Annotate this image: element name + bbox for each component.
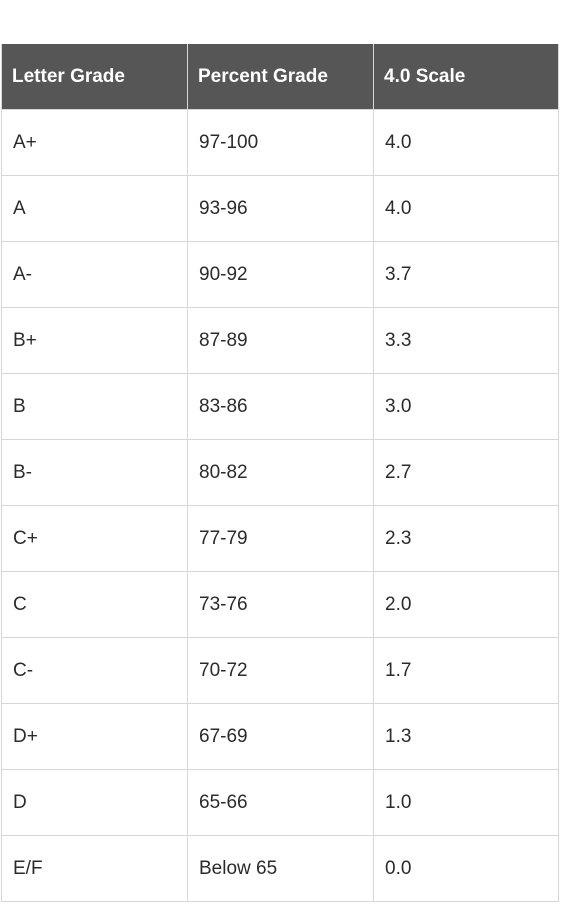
cell-scale: 0.0 xyxy=(373,835,559,902)
cell-letter: D+ xyxy=(1,703,188,770)
cell-letter: C xyxy=(1,571,188,638)
cell-percent: 67-69 xyxy=(187,703,374,770)
cell-percent: 70-72 xyxy=(187,637,374,704)
header-percent-grade: Percent Grade xyxy=(187,44,374,110)
cell-percent: Below 65 xyxy=(187,835,374,902)
cell-scale: 3.3 xyxy=(373,307,559,374)
cell-letter: C+ xyxy=(1,505,188,572)
cell-percent: 97-100 xyxy=(187,109,374,176)
cell-percent: 90-92 xyxy=(187,241,374,308)
cell-percent: 87-89 xyxy=(187,307,374,374)
header-4-scale: 4.0 Scale xyxy=(373,44,559,110)
table-row: A- 90-92 3.7 xyxy=(1,241,559,308)
table-header: Letter Grade Percent Grade 4.0 Scale xyxy=(1,44,559,110)
cell-percent: 80-82 xyxy=(187,439,374,506)
cell-percent: 83-86 xyxy=(187,373,374,440)
cell-scale: 2.7 xyxy=(373,439,559,506)
table-row: A+ 97-100 4.0 xyxy=(1,109,559,176)
table-row: C 73-76 2.0 xyxy=(1,571,559,638)
table-row: E/F Below 65 0.0 xyxy=(1,835,559,902)
header-letter-grade: Letter Grade xyxy=(1,44,188,110)
table-row: C- 70-72 1.7 xyxy=(1,637,559,704)
cell-scale: 2.0 xyxy=(373,571,559,638)
cell-percent: 77-79 xyxy=(187,505,374,572)
table-row: B- 80-82 2.7 xyxy=(1,439,559,506)
cell-scale: 2.3 xyxy=(373,505,559,572)
grade-scale-table: Letter Grade Percent Grade 4.0 Scale A+ … xyxy=(1,44,559,902)
cell-letter: A xyxy=(1,175,188,242)
grade-scale-table-container: Letter Grade Percent Grade 4.0 Scale A+ … xyxy=(1,44,559,902)
cell-scale: 1.3 xyxy=(373,703,559,770)
cell-letter: A- xyxy=(1,241,188,308)
cell-letter: A+ xyxy=(1,109,188,176)
cell-scale: 4.0 xyxy=(373,109,559,176)
table-row: D 65-66 1.0 xyxy=(1,769,559,836)
cell-percent: 93-96 xyxy=(187,175,374,242)
header-row: Letter Grade Percent Grade 4.0 Scale xyxy=(1,44,559,110)
table-body: A+ 97-100 4.0 A 93-96 4.0 A- 90-92 3.7 B… xyxy=(1,109,559,902)
cell-letter: E/F xyxy=(1,835,188,902)
table-row: B+ 87-89 3.3 xyxy=(1,307,559,374)
table-row: B 83-86 3.0 xyxy=(1,373,559,440)
cell-letter: B+ xyxy=(1,307,188,374)
cell-scale: 1.0 xyxy=(373,769,559,836)
table-row: D+ 67-69 1.3 xyxy=(1,703,559,770)
table-row: C+ 77-79 2.3 xyxy=(1,505,559,572)
cell-scale: 3.7 xyxy=(373,241,559,308)
table-row: A 93-96 4.0 xyxy=(1,175,559,242)
cell-scale: 1.7 xyxy=(373,637,559,704)
cell-scale: 3.0 xyxy=(373,373,559,440)
cell-percent: 73-76 xyxy=(187,571,374,638)
cell-letter: D xyxy=(1,769,188,836)
cell-letter: C- xyxy=(1,637,188,704)
cell-letter: B xyxy=(1,373,188,440)
cell-letter: B- xyxy=(1,439,188,506)
cell-scale: 4.0 xyxy=(373,175,559,242)
cell-percent: 65-66 xyxy=(187,769,374,836)
